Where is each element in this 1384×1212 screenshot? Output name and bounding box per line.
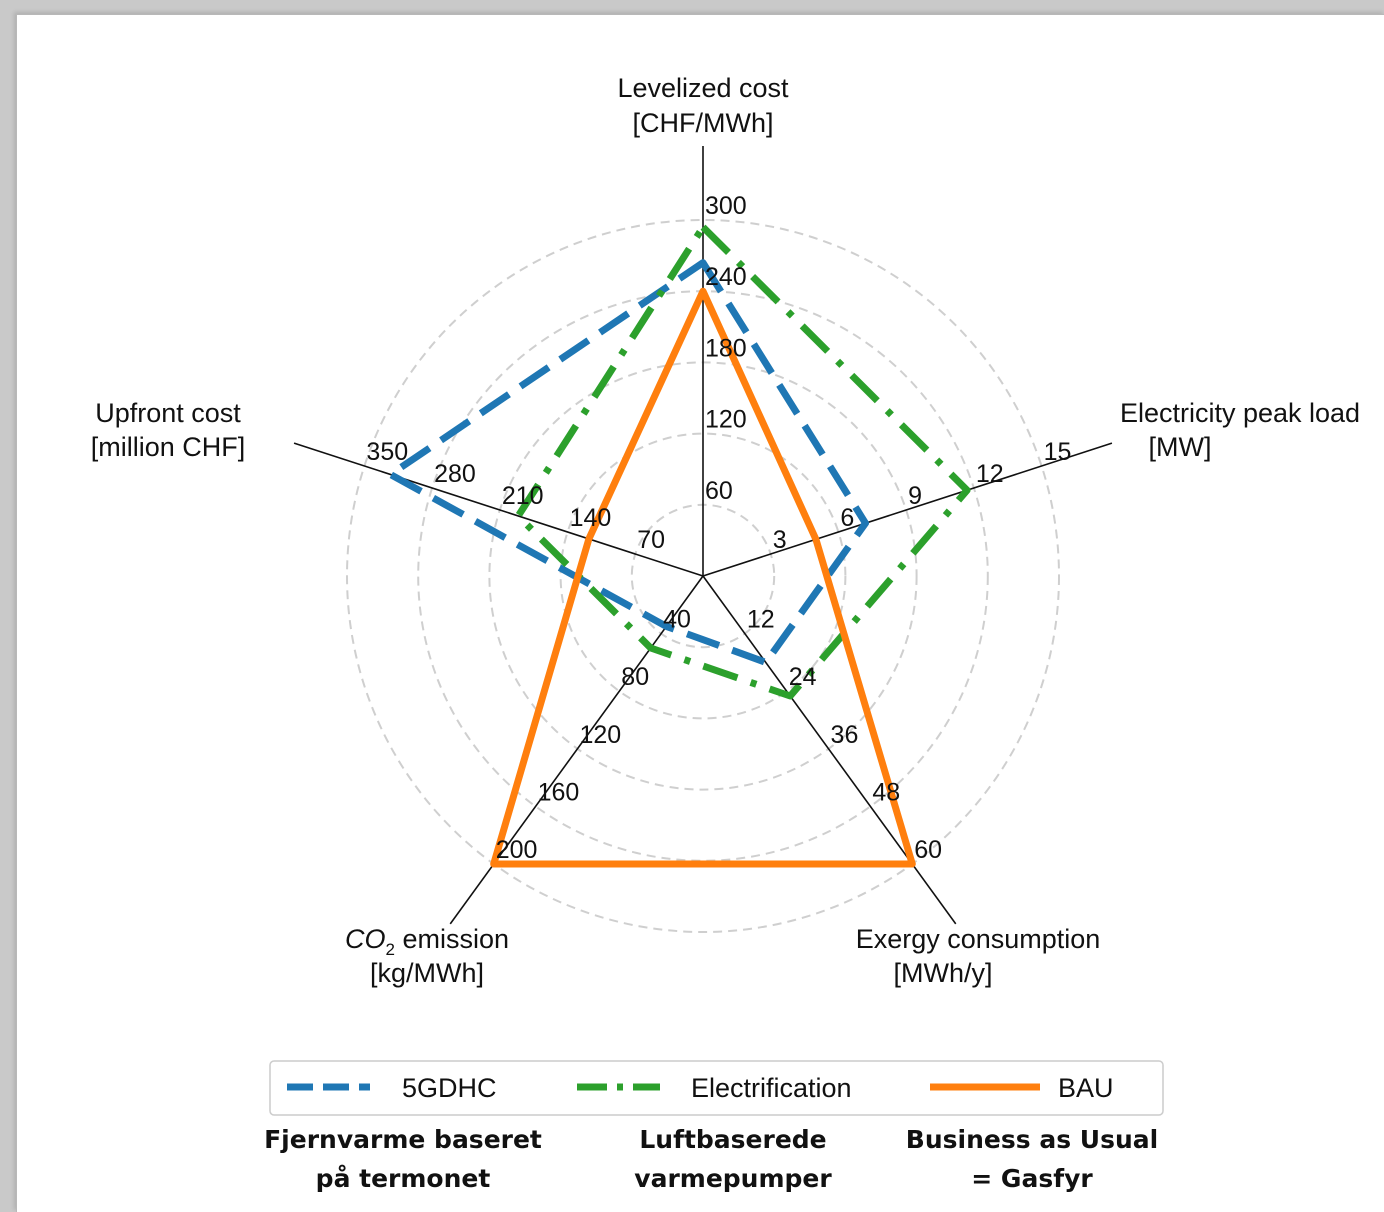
legend: 5GDHC Electrification BAU bbox=[269, 1060, 1164, 1116]
grid-circle bbox=[346, 219, 1060, 933]
tick-label: 12 bbox=[976, 460, 1004, 488]
tick-label: 240 bbox=[705, 263, 747, 291]
series-bau bbox=[490, 287, 916, 868]
axis-unit-exergy-consumption: [MWh/y] bbox=[894, 958, 993, 988]
axis-titles: Levelized cost [CHF/MWh] Electricity pea… bbox=[91, 73, 1360, 988]
caption-electrification-line1: Luftbaserede bbox=[639, 1125, 826, 1154]
legend-label-electrification: Electrification bbox=[691, 1073, 852, 1103]
tick-label: 36 bbox=[831, 721, 859, 749]
caption-5gdhc-line2: på termonet bbox=[316, 1164, 491, 1193]
tick-label: 120 bbox=[579, 721, 621, 749]
axis-title-exergy-consumption: Exergy consumption bbox=[856, 924, 1101, 954]
figure-frame bbox=[16, 14, 1384, 1212]
legend-label-5gdhc: 5GDHC bbox=[402, 1073, 497, 1103]
axis-line bbox=[702, 575, 957, 925]
tick-label: 140 bbox=[570, 504, 612, 532]
tick-label: 60 bbox=[914, 836, 942, 864]
axis-title-electricity-peak-load: Electricity peak load bbox=[1120, 398, 1360, 428]
axis-line bbox=[293, 442, 704, 577]
tick-label: 280 bbox=[434, 460, 476, 488]
legend-label-bau: BAU bbox=[1058, 1073, 1114, 1103]
axis-title-levelized-cost: Levelized cost bbox=[617, 73, 789, 103]
caption-bau-line1: Business as Usual bbox=[906, 1125, 1158, 1154]
tick-label: 48 bbox=[872, 778, 900, 806]
tick-label: 3 bbox=[773, 526, 787, 554]
series-group bbox=[387, 223, 971, 868]
tick-label: 210 bbox=[502, 482, 544, 510]
tick-label: 180 bbox=[705, 334, 747, 362]
series-captions: Fjernvarme baseret på termonet Luftbaser… bbox=[264, 1125, 1158, 1193]
tick-label: 300 bbox=[705, 192, 747, 220]
axis-title-upfront-cost: Upfront cost bbox=[95, 398, 241, 428]
caption-5gdhc-line1: Fjernvarme baseret bbox=[264, 1125, 542, 1154]
tick-label: 60 bbox=[705, 477, 733, 505]
tick-label: 15 bbox=[1044, 438, 1072, 466]
tick-label: 9 bbox=[908, 482, 922, 510]
caption-electrification-line2: varmepumper bbox=[634, 1164, 832, 1193]
legend-box bbox=[269, 1060, 1164, 1116]
axis-unit-upfront-cost: [million CHF] bbox=[91, 432, 246, 462]
tick-label: 70 bbox=[637, 526, 665, 554]
axis-line bbox=[702, 442, 1113, 577]
tick-label: 40 bbox=[663, 606, 691, 634]
co2-rest: emission bbox=[395, 924, 509, 954]
axis-unit-co2-emission: [kg/MWh] bbox=[370, 958, 484, 988]
co2-sub: 2 bbox=[385, 940, 394, 959]
grid-circle bbox=[559, 432, 847, 720]
tick-label: 80 bbox=[621, 663, 649, 691]
co2-main: CO bbox=[345, 924, 386, 954]
tick-label: 12 bbox=[747, 606, 775, 634]
tick-label: 120 bbox=[705, 406, 747, 434]
series-5gdhc bbox=[387, 259, 869, 666]
axis-unit-electricity-peak-load: [MW] bbox=[1149, 432, 1212, 462]
tick-label: 6 bbox=[840, 504, 854, 532]
tick-label: 200 bbox=[496, 836, 538, 864]
tick-label: 350 bbox=[366, 438, 408, 466]
axis-title-co2-emission: CO2 emission bbox=[345, 924, 509, 959]
tick-label: 160 bbox=[538, 778, 580, 806]
tick-labels: 6012018024030036912151224364860408012016… bbox=[366, 192, 1071, 864]
tick-label: 24 bbox=[789, 663, 817, 691]
caption-bau-line2: = Gasfyr bbox=[971, 1164, 1093, 1193]
axis-unit-levelized-cost: [CHF/MWh] bbox=[633, 108, 774, 138]
series-electrification bbox=[514, 223, 971, 700]
